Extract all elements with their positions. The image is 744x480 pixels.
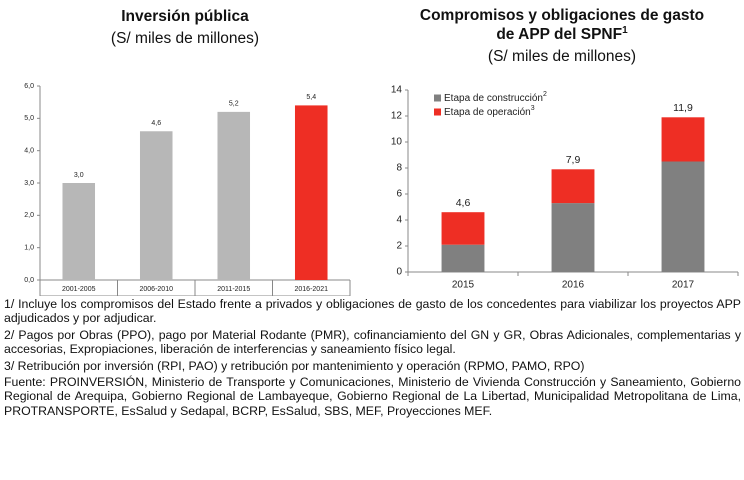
chart-title: Inversión pública (0, 7, 385, 26)
data-label: 5,2 (229, 101, 239, 108)
legend-label: Etapa de construcción2 (444, 91, 547, 104)
total-label: 7,9 (566, 154, 581, 166)
chart-header: Inversión pública (S/ miles de millones) (0, 7, 385, 48)
bar (62, 183, 96, 280)
chart-subtitle: (S/ miles de millones) (110, 30, 260, 47)
chart-header: Compromisos y obligaciones de gasto de AP… (362, 6, 744, 66)
x-tick-label: 2017 (672, 280, 695, 291)
bar-segment (441, 212, 485, 245)
bar-segment (551, 169, 595, 204)
title-note: 1 (622, 24, 628, 36)
chart-title: Compromisos y obligaciones de gasto (362, 6, 744, 25)
y-tick-label: 10 (391, 137, 403, 148)
footnote: 3/ Retribución por inversión (RPI, PAO) … (4, 358, 585, 373)
bar-segment (441, 244, 485, 272)
y-tick-label: 1,0 (24, 245, 34, 252)
legend-label: Etapa de operación3 (444, 105, 535, 118)
chart-title-line: Inversión pública (121, 8, 249, 25)
legend-swatch (434, 94, 441, 102)
footnote: 2/ Pagos por Obras (PPO), pago por Mater… (4, 327, 741, 357)
y-tick-label: 14 (391, 85, 403, 96)
footnote: 1/ Incluye los compromisos del Estado fr… (4, 297, 741, 326)
footnote: Fuente: PROINVERSIÓN, Ministerio de Tran… (4, 375, 741, 418)
x-tick-label: 2011-2015 (217, 286, 250, 293)
bar (294, 105, 328, 281)
x-tick-label: 2016-2021 (295, 286, 329, 293)
chart-title-line: de APP del SPNF (496, 26, 623, 43)
y-tick-label: 2 (396, 241, 402, 252)
x-tick-label: 2016 (562, 280, 585, 291)
chart-title: de APP del SPNF1 (362, 25, 744, 44)
y-tick-label: 3,0 (24, 180, 34, 187)
y-tick-label: 6,0 (24, 83, 34, 90)
y-tick-label: 12 (391, 111, 403, 122)
bar (139, 131, 173, 280)
legend-swatch (434, 108, 441, 116)
footnotes: 1/ Incluye los compromisos del Estado fr… (4, 297, 741, 420)
legend-name: Etapa de operación (444, 107, 531, 118)
x-tick-label: 2006-2010 (140, 286, 174, 293)
bar (217, 111, 251, 280)
total-label: 11,9 (673, 102, 693, 114)
x-tick-label: 2001-2005 (62, 286, 96, 293)
y-tick-label: 4,0 (24, 148, 34, 155)
legend-name: Etapa de construcción (444, 93, 543, 104)
y-tick-label: 6 (396, 189, 402, 200)
data-label: 5,4 (306, 94, 316, 101)
chart-title-line: Compromisos y obligaciones de gasto (419, 7, 705, 24)
bar-segment (661, 117, 705, 162)
legend-note: 3 (531, 105, 535, 112)
charts: 0,0 1,0 2,0 3,0 4,0 5,0 6,0 2001-2005 3,0 2006-20… (24, 83, 739, 296)
y-tick-label: 0 (396, 267, 402, 278)
y-tick-label: 4 (396, 215, 402, 226)
total-label: 4,6 (456, 197, 471, 209)
y-tick-label: 5,0 (24, 115, 34, 122)
legend-note: 2 (543, 91, 547, 98)
bar-segment (551, 203, 595, 272)
y-tick-label: 2,0 (24, 212, 34, 219)
chart-subtitle: (S/ miles de millones) (487, 48, 637, 65)
data-label: 3,0 (74, 172, 84, 179)
y-tick-label: 8 (396, 163, 402, 174)
bar-segment (661, 161, 705, 272)
data-label: 4,6 (151, 120, 161, 127)
y-tick-label: 0,0 (24, 277, 34, 284)
x-tick-label: 2015 (452, 280, 475, 291)
